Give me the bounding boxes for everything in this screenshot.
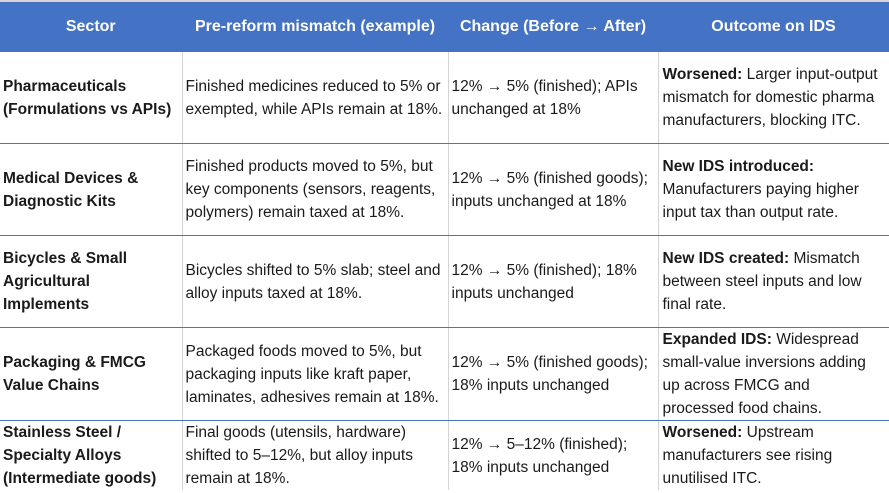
outcome-text: Upstream manufacturers see rising unutil… (662, 424, 833, 487)
outcome-cell: Expanded IDS: Widespread small-value inv… (658, 327, 889, 421)
mismatch-cell: Packaged foods moved to 5%, but packagin… (182, 327, 449, 421)
sector-cell: Medical Devices & Diagnostic Kits (0, 143, 183, 236)
outcome-label: Worsened: (662, 424, 743, 441)
outcome-text: Manufacturers paying higher input tax th… (662, 181, 859, 221)
outcome-text: Larger input-output mismatch for domesti… (662, 66, 878, 129)
change-cell: 12% → 5% (finished); APIs unchanged at 1… (448, 52, 659, 144)
outcome-text: Mismatch between steel inputs and low fi… (662, 250, 862, 313)
outcome-text: Widespread small-value inversions adding… (662, 331, 866, 417)
outcome-label: New IDS created: (662, 250, 790, 267)
outcome-label: Worsened: (662, 66, 743, 83)
table-row: Pharmaceuticals (Formulations vs APIs) F… (0, 52, 889, 144)
sector-cell: Bicycles & Small Agricultural Implements (0, 235, 183, 328)
outcome-cell: New IDS introduced: Manufacturers paying… (658, 143, 889, 236)
header-pre-reform-mismatch: Pre-reform mismatch (example) (182, 2, 449, 52)
sector-cell: Stainless Steel / Specialty Alloys (Inte… (0, 420, 183, 490)
change-cell: 12% → 5% (finished goods); inputs unchan… (448, 143, 659, 236)
change-cell: 12% → 5% (finished); 18% inputs unchange… (448, 235, 659, 328)
outcome-cell: Worsened: Larger input-output mismatch f… (658, 52, 889, 144)
header-change: Change (Before → After) (448, 2, 659, 52)
header-outcome: Outcome on IDS (658, 2, 889, 52)
outcome-cell: Worsened: Upstream manufacturers see ris… (658, 420, 889, 490)
table-row: Stainless Steel / Specialty Alloys (Inte… (0, 420, 889, 490)
mismatch-cell: Final goods (utensils, hardware) shifted… (182, 420, 449, 490)
outcome-cell: New IDS created: Mismatch between steel … (658, 235, 889, 328)
mismatch-cell: Finished products moved to 5%, but key c… (182, 143, 449, 236)
change-cell: 12% → 5% (finished goods); 18% inputs un… (448, 327, 659, 421)
outcome-label: Expanded IDS: (662, 331, 772, 348)
header-row: Sector Pre-reform mismatch (example) Cha… (0, 2, 889, 52)
sector-cell: Packaging & FMCG Value Chains (0, 327, 183, 421)
header-sector: Sector (0, 2, 183, 52)
table-row: Medical Devices & Diagnostic Kits Finish… (0, 143, 889, 236)
change-cell: 12% → 5–12% (finished); 18% inputs uncha… (448, 420, 659, 490)
mismatch-cell: Bicycles shifted to 5% slab; steel and a… (182, 235, 449, 328)
mismatch-cell: Finished medicines reduced to 5% or exem… (182, 52, 449, 144)
sector-cell: Pharmaceuticals (Formulations vs APIs) (0, 52, 183, 144)
table-row: Bicycles & Small Agricultural Implements… (0, 235, 889, 328)
table-row: Packaging & FMCG Value Chains Packaged f… (0, 327, 889, 421)
top-border-line (0, 0, 889, 2)
outcome-label: New IDS introduced: (662, 158, 815, 175)
